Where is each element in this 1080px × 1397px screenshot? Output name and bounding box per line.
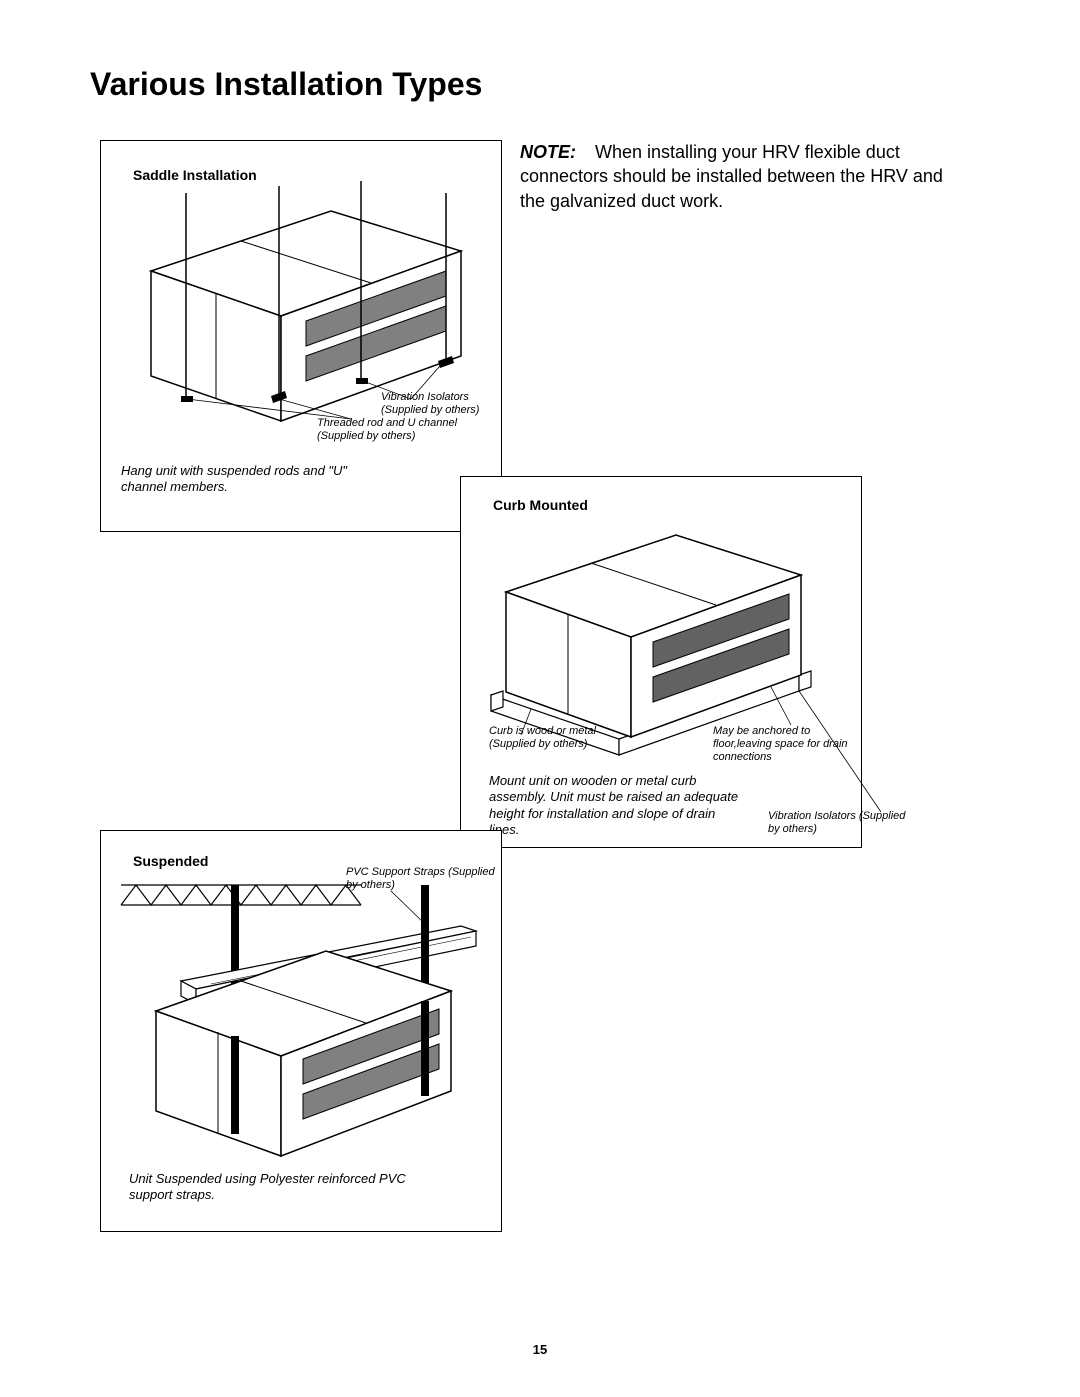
suspended-callout: PVC Support Straps (Supplied by others) xyxy=(346,866,496,892)
note-text: When installing your HRV flexible duct c… xyxy=(520,142,943,211)
note-label: NOTE: xyxy=(520,142,576,162)
saddle-panel: Saddle Installation xyxy=(100,140,502,532)
curb-callout-iso: Vibration Isolators (Supplied by others) xyxy=(768,810,918,836)
suspended-caption: Unit Suspended using Polyester reinforce… xyxy=(129,1171,449,1204)
saddle-callout-isolators: Vibration Isolators (Supplied by others) xyxy=(381,391,501,417)
suspended-panel: Suspended xyxy=(100,830,502,1232)
curb-panel: Curb Mounted xyxy=(460,476,862,848)
note-block: NOTE: When installing your HRV flexible … xyxy=(520,140,950,213)
curb-caption: Mount unit on wooden or metal curb assem… xyxy=(489,773,749,838)
saddle-caption: Hang unit with suspended rods and "U" ch… xyxy=(121,463,381,496)
curb-callout-right: May be anchored to floor,leaving space f… xyxy=(713,725,853,765)
curb-callout-left: Curb is wood or metal (Supplied by other… xyxy=(489,725,639,751)
saddle-callout-rods: Threaded rod and U channel (Supplied by … xyxy=(317,417,467,443)
page-number: 15 xyxy=(0,1342,1080,1357)
page-title: Various Installation Types xyxy=(90,66,482,103)
